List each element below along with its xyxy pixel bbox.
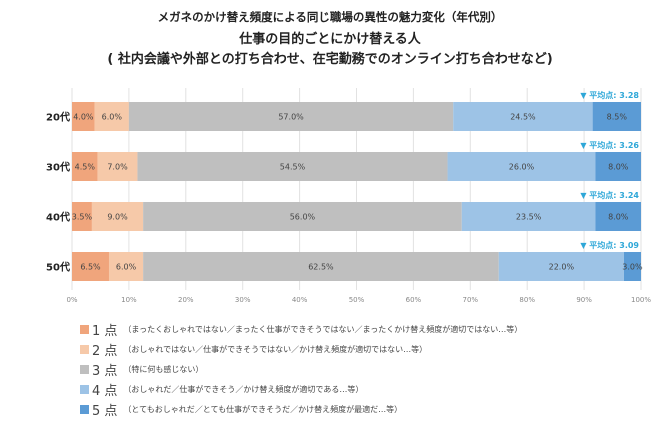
data-label: 4.5% (75, 163, 96, 172)
data-label: 26.0% (509, 163, 535, 172)
bar-segment (498, 252, 624, 281)
data-label: 8.0% (608, 163, 629, 172)
legend-label: 2 点 (92, 344, 118, 359)
data-label: 9.0% (107, 213, 128, 222)
x-tick-label: 60% (406, 296, 422, 304)
data-label: 6.0% (102, 113, 123, 122)
legend-swatch (80, 345, 89, 354)
average-score-label: ▼ 平均点: 3.24 (580, 190, 639, 200)
bar-segment (461, 202, 596, 231)
data-label: 54.5% (280, 163, 306, 172)
legend-description: （まったくおしゃれではない／まったく仕事ができそうではない／まったくかけ替え頻度… (123, 325, 523, 334)
data-label: 8.5% (607, 113, 628, 122)
bar-segment (595, 202, 641, 231)
x-tick-label: 40% (292, 296, 308, 304)
x-tick-label: 80% (519, 296, 535, 304)
legend-description: （とてもおしゃれだ／とても仕事ができそうだ／かけ替え頻度が最適だ…等） (123, 405, 403, 414)
data-label: 23.5% (516, 213, 542, 222)
data-label: 6.0% (116, 263, 137, 272)
data-label: 7.0% (107, 163, 128, 172)
bar-segment (72, 152, 98, 181)
bar-segment (623, 252, 641, 281)
legend-item: 5 点 （とてもおしゃれだ／とても仕事ができそうだ／かけ替え頻度が最適だ…等） (80, 400, 402, 419)
bar-segment (72, 252, 109, 281)
bar-segment (97, 152, 138, 181)
legend-label: 5 点 (92, 404, 118, 419)
legend-description: （おしゃれではない／仕事ができそうではない／かけ替え頻度が適切ではない…等） (123, 345, 428, 354)
legend-swatch (80, 405, 89, 414)
legend-description: （特に何も感じない） (123, 365, 204, 374)
legend-item: 1 点 （まったくおしゃれではない／まったく仕事ができそうではない／まったくかけ替… (80, 320, 522, 339)
bar-segment (143, 202, 462, 231)
x-tick-label: 90% (576, 296, 592, 304)
x-tick-label: 0% (66, 296, 77, 304)
y-category-label: 50代 (46, 261, 70, 274)
bar-segment (91, 202, 144, 231)
data-label: 4.0% (73, 113, 94, 122)
average-score-label: ▼ 平均点: 3.28 (580, 90, 639, 100)
data-label: 6.5% (80, 263, 101, 272)
bar-segment (592, 102, 641, 131)
bar-segment (108, 252, 144, 281)
chart-subtitle-2: ( 社内会議や外部との打ち合わせ、在宅勤務でのオンライン打ち合わせなど) (107, 52, 553, 67)
bar-segment (72, 202, 92, 231)
legend-item: 4 点 （おしゃれだ／仕事ができそう／かけ替え頻度が適切である…等） (80, 380, 363, 399)
data-label: 3.0% (622, 263, 643, 272)
legend-description: （おしゃれだ／仕事ができそう／かけ替え頻度が適切である…等） (123, 385, 364, 394)
average-score-label: ▼ 平均点: 3.09 (580, 240, 639, 250)
chart-subtitle: 仕事の目的ごとにかけ替える人 (239, 32, 421, 47)
bar-segment (595, 152, 641, 181)
x-tick-label: 20% (178, 296, 194, 304)
bar-segment (94, 102, 129, 131)
bar-segment (128, 102, 454, 131)
x-tick-label: 30% (235, 296, 251, 304)
data-label: 24.5% (510, 113, 536, 122)
bar-segment (453, 102, 593, 131)
chart-title: メガネのかけ替え頻度による同じ職場の異性の魅力変化（年代別） (157, 10, 503, 24)
legend-label: 4 点 (92, 384, 118, 399)
data-label: 22.0% (549, 263, 575, 272)
x-tick-label: 70% (463, 296, 479, 304)
average-score-label: ▼ 平均点: 3.26 (580, 140, 639, 150)
data-label: 62.5% (308, 263, 334, 272)
legend-item: 3 点 （特に何も感じない） (80, 360, 203, 379)
bar-segment (143, 252, 499, 281)
y-category-label: 30代 (46, 161, 70, 174)
legend-item: 2 点 （おしゃれではない／仕事ができそうではない／かけ替え頻度が適切ではない…等… (80, 340, 427, 359)
legend-swatch (80, 325, 89, 334)
legend-label: 3 点 (92, 364, 118, 379)
x-tick-label: 100% (631, 296, 651, 304)
y-category-label: 40代 (46, 211, 70, 224)
legend-swatch (80, 365, 89, 374)
x-tick-label: 10% (121, 296, 137, 304)
data-label: 57.0% (278, 113, 304, 122)
bar-segment (137, 152, 448, 181)
data-label: 3.5% (72, 213, 93, 222)
data-label: 56.0% (290, 213, 316, 222)
x-tick-label: 50% (349, 296, 365, 304)
y-category-label: 20代 (46, 111, 70, 124)
data-label: 8.0% (608, 213, 629, 222)
legend-swatch (80, 385, 89, 394)
legend-label: 1 点 (92, 324, 118, 339)
bar-segment (72, 102, 95, 131)
bar-segment (447, 152, 596, 181)
